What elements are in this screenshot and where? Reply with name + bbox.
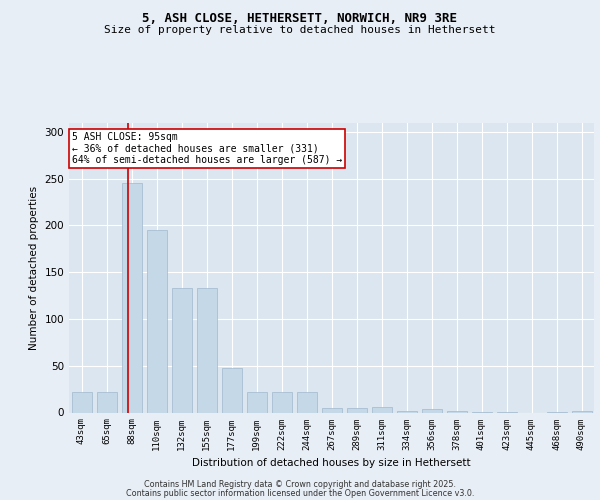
Bar (172, 288, 191, 412)
Bar (247, 392, 266, 412)
Bar (371, 407, 392, 412)
Bar (197, 288, 217, 412)
Bar (271, 392, 292, 412)
Text: Contains HM Land Registry data © Crown copyright and database right 2025.: Contains HM Land Registry data © Crown c… (144, 480, 456, 489)
Bar (347, 408, 367, 412)
Bar (97, 392, 116, 412)
Bar (322, 408, 341, 412)
Bar (397, 410, 416, 412)
Bar (71, 392, 91, 412)
Bar (296, 392, 317, 412)
Y-axis label: Number of detached properties: Number of detached properties (29, 186, 39, 350)
Bar (446, 410, 467, 412)
Text: 5 ASH CLOSE: 95sqm
← 36% of detached houses are smaller (331)
64% of semi-detach: 5 ASH CLOSE: 95sqm ← 36% of detached hou… (71, 132, 342, 165)
Bar (571, 410, 592, 412)
Text: Contains public sector information licensed under the Open Government Licence v3: Contains public sector information licen… (126, 489, 474, 498)
X-axis label: Distribution of detached houses by size in Hethersett: Distribution of detached houses by size … (192, 458, 471, 468)
Text: Size of property relative to detached houses in Hethersett: Size of property relative to detached ho… (104, 25, 496, 35)
Bar (146, 230, 167, 412)
Bar (121, 184, 142, 412)
Bar (221, 368, 241, 412)
Text: 5, ASH CLOSE, HETHERSETT, NORWICH, NR9 3RE: 5, ASH CLOSE, HETHERSETT, NORWICH, NR9 3… (143, 12, 458, 26)
Bar (421, 409, 442, 412)
